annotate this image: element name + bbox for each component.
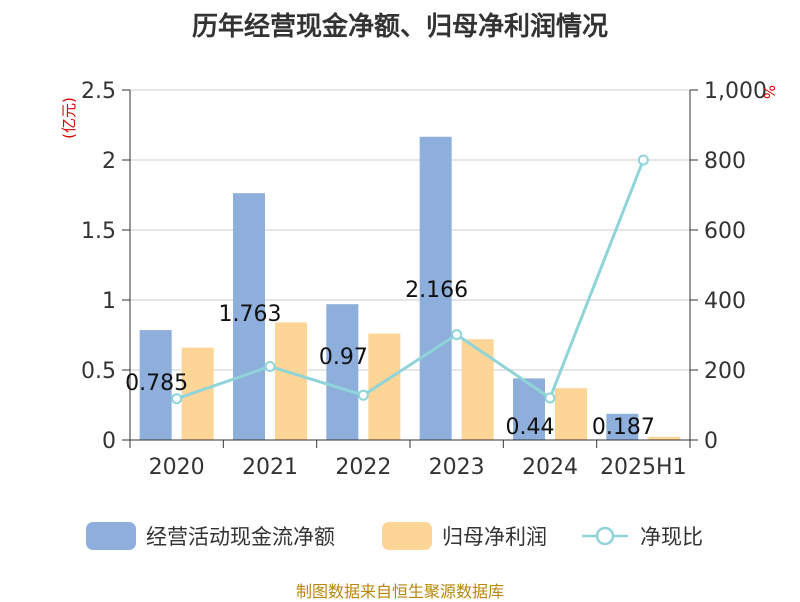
legend-label-ratio: 净现比 (640, 525, 703, 549)
bar-cashflow (326, 304, 359, 440)
left-tick-label: 0 (102, 429, 116, 454)
ratio-point (544, 392, 556, 404)
left-tick-label: 1 (102, 289, 116, 314)
ratio-line-layer (171, 154, 649, 405)
x-tick-label: 2025H1 (600, 455, 687, 480)
legend-item-net-profit[interactable]: 归母净利润 (382, 516, 547, 556)
left-tick-label: 2 (102, 149, 116, 174)
chart-title: 历年经营现金净额、归母净利润情况 (191, 12, 608, 42)
bar-cashflow (233, 193, 265, 440)
bar-cashflow (139, 330, 172, 440)
ratio-line (176, 159, 645, 401)
right-tick-label: 0 (704, 429, 718, 454)
left-tick-label: 2.5 (81, 79, 116, 104)
data-label-layer: 0.785 1.763 0.97 2.166 0.44 0.187 (125, 278, 655, 440)
legend-label-cashflow: 经营活动现金流净额 (146, 525, 335, 549)
bar-net-profit (648, 436, 681, 440)
bar-net-profit (555, 388, 587, 440)
x-tick-label: 2020 (149, 455, 205, 480)
bar-net-profit (461, 339, 494, 440)
x-tick-label: 2021 (242, 455, 298, 480)
right-axis-unit: % (760, 85, 778, 99)
bar-value-label: 0.187 (592, 415, 655, 440)
legend-item-cashflow[interactable]: 经营活动现金流净额 (86, 516, 335, 556)
legend-swatch-ratio (582, 526, 628, 546)
bar-net-profit (368, 333, 401, 440)
legend: 经营活动现金流净额 归母净利润 净现比 (0, 516, 800, 556)
bar-cashflow (419, 136, 452, 440)
legend-swatch-net-profit (382, 522, 432, 550)
ratio-point (171, 393, 183, 405)
x-tick-label: 2024 (522, 455, 578, 480)
legend-swatch-cashflow (86, 522, 136, 550)
bar-cashflow (513, 378, 545, 440)
grid-lines (130, 89, 690, 371)
right-tick-label: 400 (704, 289, 746, 314)
right-tick-label: 1,000 (704, 79, 767, 104)
x-tick-label: 2023 (429, 455, 485, 480)
bar-value-label: 0.785 (125, 371, 188, 396)
bar-cashflow (606, 413, 639, 440)
legend-item-ratio[interactable]: 净现比 (580, 516, 703, 556)
left-tick-label: 1.5 (81, 219, 116, 244)
bar-net-profit (275, 322, 307, 440)
legend-label-net-profit: 归母净利润 (442, 525, 547, 549)
right-tick-label: 800 (704, 149, 746, 174)
ratio-point (357, 389, 369, 401)
x-tick-label: 2022 (335, 455, 391, 480)
ratio-point (264, 361, 276, 372)
right-tick-label: 200 (704, 359, 746, 384)
bar-value-label: 2.166 (405, 278, 468, 303)
left-tick-label: 0.5 (81, 359, 116, 384)
bar-layer (139, 136, 681, 440)
left-axis-unit: (亿元) (60, 97, 78, 139)
source-note: 制图数据来自恒生聚源数据库 (295, 582, 504, 601)
ratio-point (451, 329, 463, 341)
bar-value-label: 1.763 (219, 302, 282, 327)
right-tick-label: 600 (704, 219, 746, 244)
bar-value-label: 0.44 (506, 415, 555, 440)
bar-value-label: 0.97 (319, 345, 368, 370)
axes: 0 0.5 1 1.5 2 2.5 0 200 400 600 800 1,000 (亿元)% 2020 2… (60, 79, 778, 480)
ratio-point (637, 154, 649, 166)
